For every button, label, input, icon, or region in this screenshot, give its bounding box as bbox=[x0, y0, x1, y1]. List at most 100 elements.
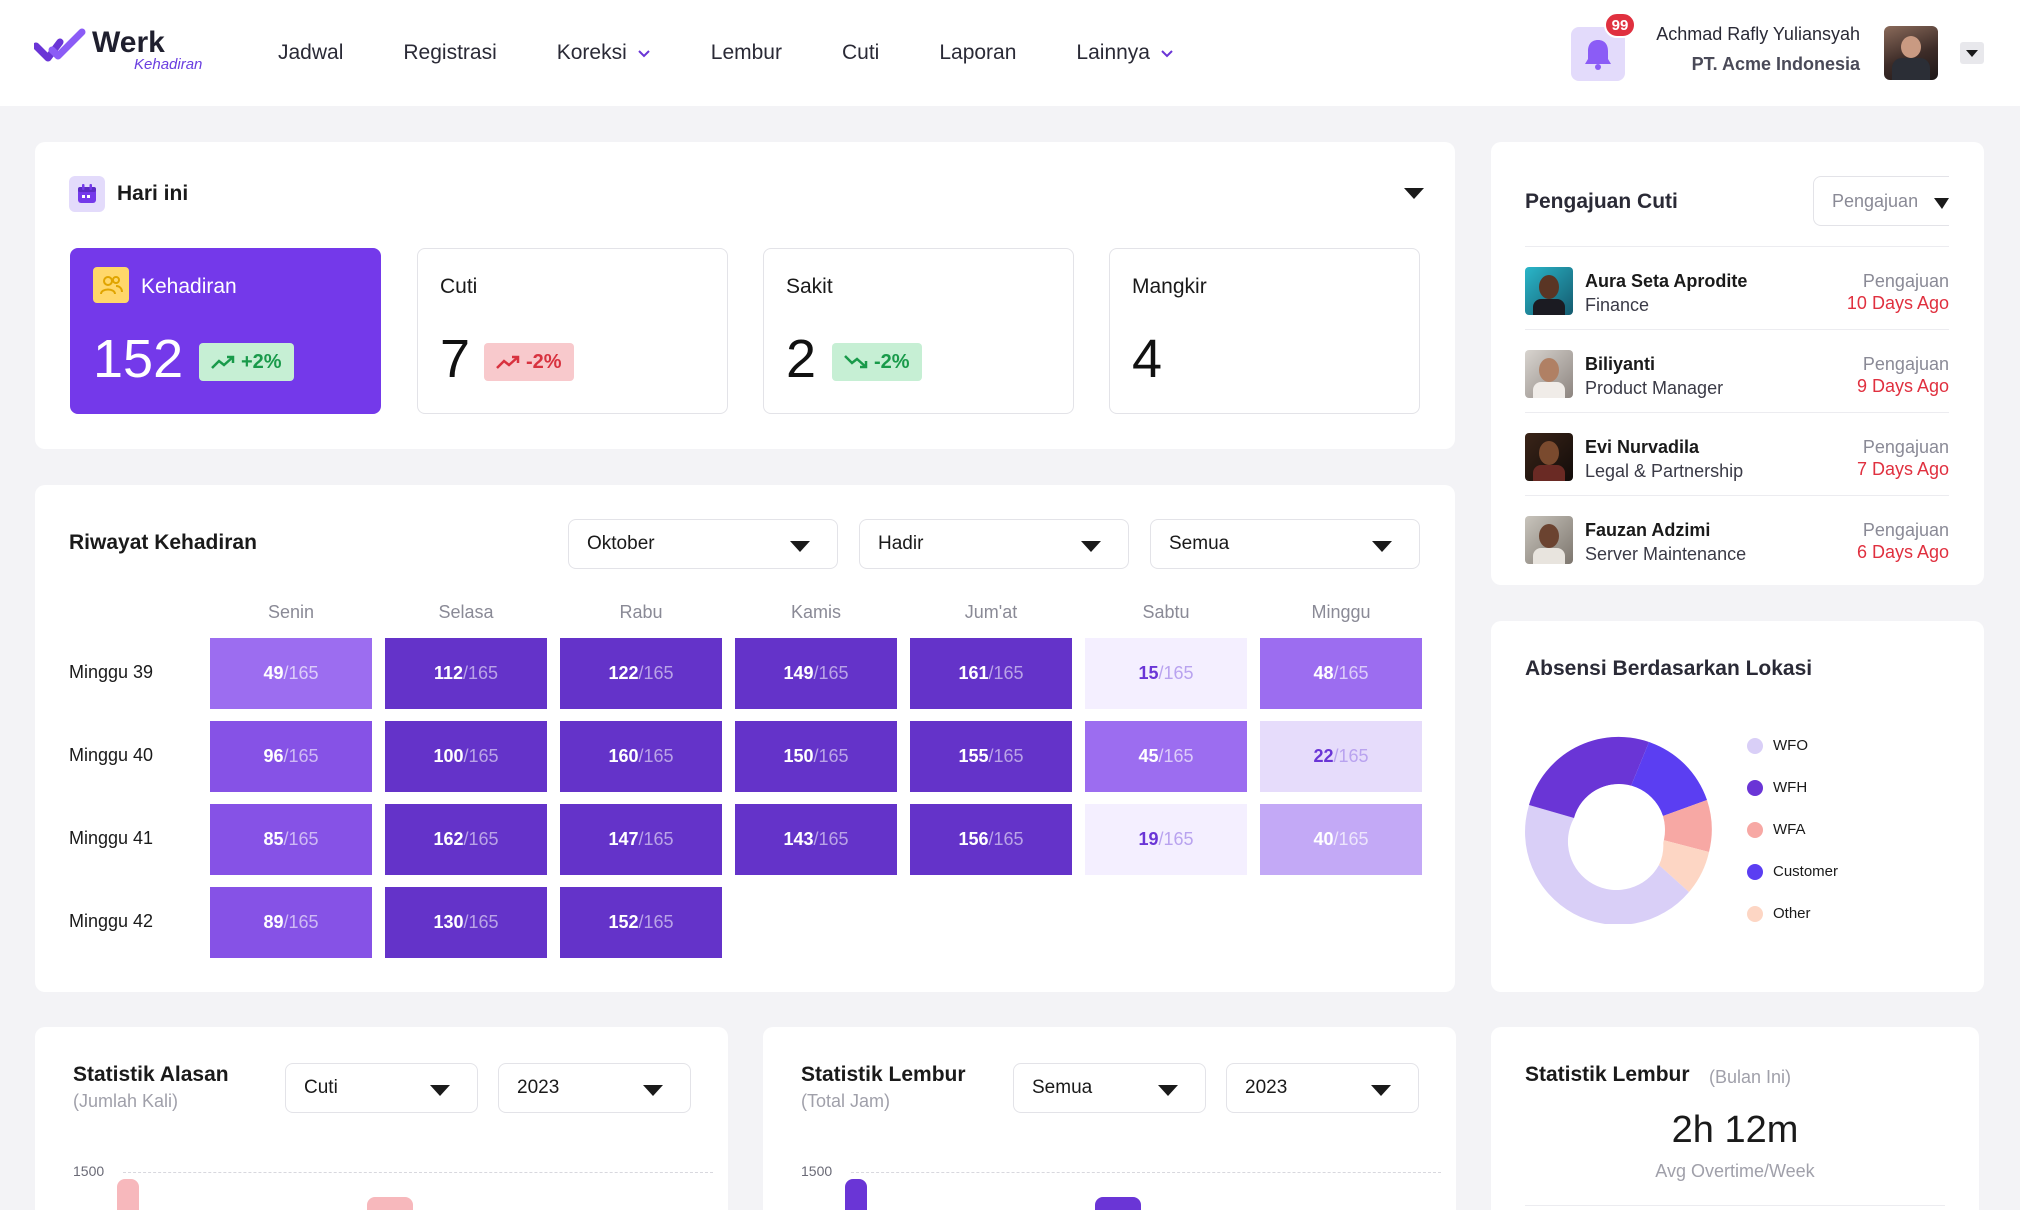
nav-jadwal[interactable]: Jadwal bbox=[278, 38, 343, 68]
heatmap-cell[interactable]: 149/165 bbox=[735, 638, 897, 709]
heatmap-cell[interactable]: 122/165 bbox=[560, 638, 722, 709]
heatmap-cell[interactable]: 161/165 bbox=[910, 638, 1072, 709]
cell-total: /165 bbox=[1333, 663, 1369, 683]
select-value: Oktober bbox=[587, 533, 655, 554]
chevron-down-icon bbox=[1161, 50, 1173, 58]
overtime-stats-title: Statistik Lembur bbox=[801, 1063, 966, 1086]
heatmap-cell[interactable]: 130/165 bbox=[385, 887, 547, 958]
leave-request-item[interactable]: Biliyanti Product Manager Pengajuan 9 Da… bbox=[1525, 329, 1949, 412]
avg-overtime-label: Avg Overtime/Week bbox=[1655, 1161, 1815, 1181]
heatmap-cell[interactable]: 100/165 bbox=[385, 721, 547, 792]
heatmap-cell[interactable]: 15/165 bbox=[1085, 638, 1247, 709]
stat-label: Sakit bbox=[786, 275, 833, 298]
requester-name: Evi Nurvadila bbox=[1585, 437, 1700, 457]
heatmap-cell[interactable]: 19/165 bbox=[1085, 804, 1247, 875]
day-header: Minggu bbox=[1311, 602, 1371, 622]
day-header: Jum'at bbox=[964, 602, 1018, 622]
donut-segment-wfo bbox=[1525, 805, 1689, 924]
caret-down-icon bbox=[1371, 1085, 1391, 1096]
nav-label: Laporan bbox=[939, 41, 1017, 64]
cell-total: /165 bbox=[1158, 746, 1194, 766]
overtime-type-select[interactable]: Semua bbox=[1013, 1063, 1206, 1113]
logo-check-icon bbox=[34, 28, 86, 62]
status-select[interactable]: Hadir bbox=[859, 519, 1129, 569]
heatmap-cell[interactable]: 22/165 bbox=[1260, 721, 1422, 792]
nav-cuti[interactable]: Cuti bbox=[842, 38, 879, 68]
heatmap-cell[interactable]: 147/165 bbox=[560, 804, 722, 875]
heatmap-cell[interactable]: 40/165 bbox=[1260, 804, 1422, 875]
heatmap-cell[interactable]: 156/165 bbox=[910, 804, 1072, 875]
legend-label: Other bbox=[1773, 905, 1811, 922]
reason-stats-card: Statistik Alasan (Jumlah Kali) Cuti 2023… bbox=[35, 1027, 728, 1210]
cell-count: 45 bbox=[1138, 746, 1159, 766]
user-avatar[interactable] bbox=[1884, 26, 1938, 80]
nav-lainnya[interactable]: Lainnya bbox=[1076, 38, 1174, 68]
request-time: 6 Days Ago bbox=[1856, 542, 1949, 562]
bell-icon bbox=[1585, 40, 1611, 70]
trend-up-icon bbox=[496, 355, 520, 369]
leave-request-item[interactable]: Evi Nurvadila Legal & Partnership Pengaj… bbox=[1525, 412, 1949, 495]
heatmap-cell[interactable]: 160/165 bbox=[560, 721, 722, 792]
stat-card-cuti[interactable]: Cuti 7 -2% bbox=[417, 248, 728, 414]
cell-count: 147 bbox=[608, 829, 639, 849]
avg-overtime-value: 2h 12m bbox=[1671, 1109, 1799, 1151]
legend-label: WFH bbox=[1773, 779, 1808, 796]
heatmap-cell[interactable]: 96/165 bbox=[210, 721, 372, 792]
overtime-stats-card: Statistik Lembur (Total Jam) Semua 2023 … bbox=[763, 1027, 1456, 1210]
chart-bar bbox=[117, 1179, 139, 1210]
user-menu-toggle[interactable] bbox=[1960, 42, 1984, 64]
heatmap-cell[interactable]: 162/165 bbox=[385, 804, 547, 875]
stat-change-badge: -2% bbox=[484, 343, 574, 381]
today-collapse-toggle[interactable] bbox=[1403, 186, 1425, 205]
requester-avatar bbox=[1525, 433, 1573, 481]
heatmap-cell[interactable]: 45/165 bbox=[1085, 721, 1247, 792]
scope-select[interactable]: Semua bbox=[1150, 519, 1420, 569]
overtime-year-select[interactable]: 2023 bbox=[1226, 1063, 1419, 1113]
cell-total: /165 bbox=[638, 746, 674, 766]
reason-type-select[interactable]: Cuti bbox=[285, 1063, 478, 1113]
nav-lembur[interactable]: Lembur bbox=[711, 38, 782, 68]
cell-count: 122 bbox=[608, 663, 639, 683]
reason-year-select[interactable]: 2023 bbox=[498, 1063, 691, 1113]
stat-card-kehadiran[interactable]: Kehadiran 152 +2% bbox=[70, 248, 381, 414]
heatmap-cell[interactable]: 112/165 bbox=[385, 638, 547, 709]
heatmap-cell[interactable]: 143/165 bbox=[735, 804, 897, 875]
leave-request-item[interactable]: Fauzan Adzimi Server Maintenance Pengaju… bbox=[1525, 495, 1949, 578]
heatmap-cell[interactable]: 89/165 bbox=[210, 887, 372, 958]
stat-change-text: +2% bbox=[241, 350, 282, 373]
donut-segment-wfh bbox=[1529, 736, 1649, 818]
heatmap-cell[interactable]: 49/165 bbox=[210, 638, 372, 709]
stat-value: 152 bbox=[93, 329, 184, 389]
caret-down-icon bbox=[790, 541, 810, 552]
heatmap-cell[interactable]: 48/165 bbox=[1260, 638, 1422, 709]
cell-total: /165 bbox=[463, 912, 499, 932]
week-label: Minggu 42 bbox=[69, 911, 154, 931]
notification-count-badge: 99 bbox=[1604, 12, 1636, 38]
leave-request-item[interactable]: Aura Seta Aprodite Finance Pengajuan 10 … bbox=[1525, 246, 1949, 329]
nav-laporan[interactable]: Laporan bbox=[939, 38, 1016, 68]
month-select[interactable]: Oktober bbox=[568, 519, 838, 569]
heatmap-cell[interactable]: 150/165 bbox=[735, 721, 897, 792]
stat-card-sakit[interactable]: Sakit 2 -2% bbox=[763, 248, 1074, 414]
request-time: 7 Days Ago bbox=[1856, 459, 1949, 479]
calendar-icon bbox=[69, 176, 105, 212]
requester-role: Server Maintenance bbox=[1585, 544, 1747, 564]
week-label: Minggu 41 bbox=[69, 828, 154, 848]
leave-filter-select[interactable]: Pengajuan bbox=[1813, 176, 1949, 226]
monthly-overtime-title: Statistik Lembur bbox=[1525, 1063, 1690, 1086]
heatmap-cell[interactable]: 155/165 bbox=[910, 721, 1072, 792]
stat-card-mangkir[interactable]: Mangkir 4 bbox=[1109, 248, 1420, 414]
nav-label: Registrasi bbox=[403, 41, 497, 64]
cell-total: /165 bbox=[283, 829, 319, 849]
cell-total: /165 bbox=[463, 746, 499, 766]
brand-logo[interactable]: Werk Kehadiran bbox=[34, 28, 202, 73]
nav-registrasi[interactable]: Registrasi bbox=[403, 38, 496, 68]
monthly-overtime-period: (Bulan Ini) bbox=[1709, 1067, 1792, 1087]
cell-count: 85 bbox=[263, 829, 284, 849]
heatmap-cell[interactable]: 152/165 bbox=[560, 887, 722, 958]
heatmap-cell[interactable]: 85/165 bbox=[210, 804, 372, 875]
nav-koreksi[interactable]: Koreksi bbox=[557, 38, 651, 68]
request-status: Pengajuan bbox=[1862, 437, 1949, 457]
leave-requests-card: Pengajuan Cuti Pengajuan Aura Seta Aprod… bbox=[1491, 142, 1984, 585]
legend-other: Other bbox=[1747, 905, 1811, 922]
